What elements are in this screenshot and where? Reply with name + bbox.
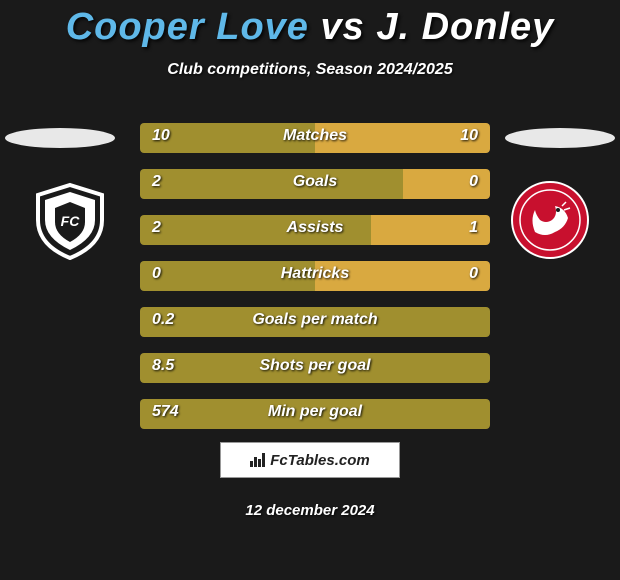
stat-bar-goals: 2 Goals 0 [140, 169, 490, 199]
bar-seg-left [140, 169, 403, 199]
stat-bar-shots-per-goal: 8.5 Shots per goal [140, 353, 490, 383]
comparison-title: Cooper Love vs J. Donley [0, 0, 620, 49]
stat-bar-assists: 2 Assists 1 [140, 215, 490, 245]
stat-bar-matches: 10 Matches 10 [140, 123, 490, 153]
bar-seg-left [140, 353, 490, 383]
club-badge-left: FC [30, 180, 110, 260]
bar-seg-left [140, 215, 371, 245]
bar-seg-right [315, 123, 490, 153]
svg-text:FC: FC [61, 213, 81, 229]
bar-seg-left [140, 307, 490, 337]
bar-seg-left [140, 399, 490, 429]
stat-bar-min-per-goal: 574 Min per goal [140, 399, 490, 429]
ellipse-right [505, 128, 615, 148]
player2-name: J. Donley [376, 6, 554, 48]
chart-icon [250, 453, 266, 467]
vs-text: vs [321, 6, 365, 48]
stat-bar-hattricks: 0 Hattricks 0 [140, 261, 490, 291]
bar-seg-right [403, 169, 491, 199]
player1-name: Cooper Love [66, 6, 309, 48]
fctables-logo: FcTables.com [220, 442, 400, 478]
logo-text: FcTables.com [270, 452, 369, 469]
ellipse-left [5, 128, 115, 148]
stat-bars: 10 Matches 10 2 Goals 0 2 Assists 1 0 Ha… [140, 123, 490, 445]
bar-seg-right [371, 215, 490, 245]
subtitle: Club competitions, Season 2024/2025 [0, 61, 620, 79]
bar-seg-right [315, 261, 490, 291]
bar-seg-left [140, 123, 315, 153]
bar-seg-left [140, 261, 315, 291]
date-text: 12 december 2024 [0, 502, 620, 519]
stat-bar-goals-per-match: 0.2 Goals per match [140, 307, 490, 337]
club-badge-right [510, 180, 590, 260]
